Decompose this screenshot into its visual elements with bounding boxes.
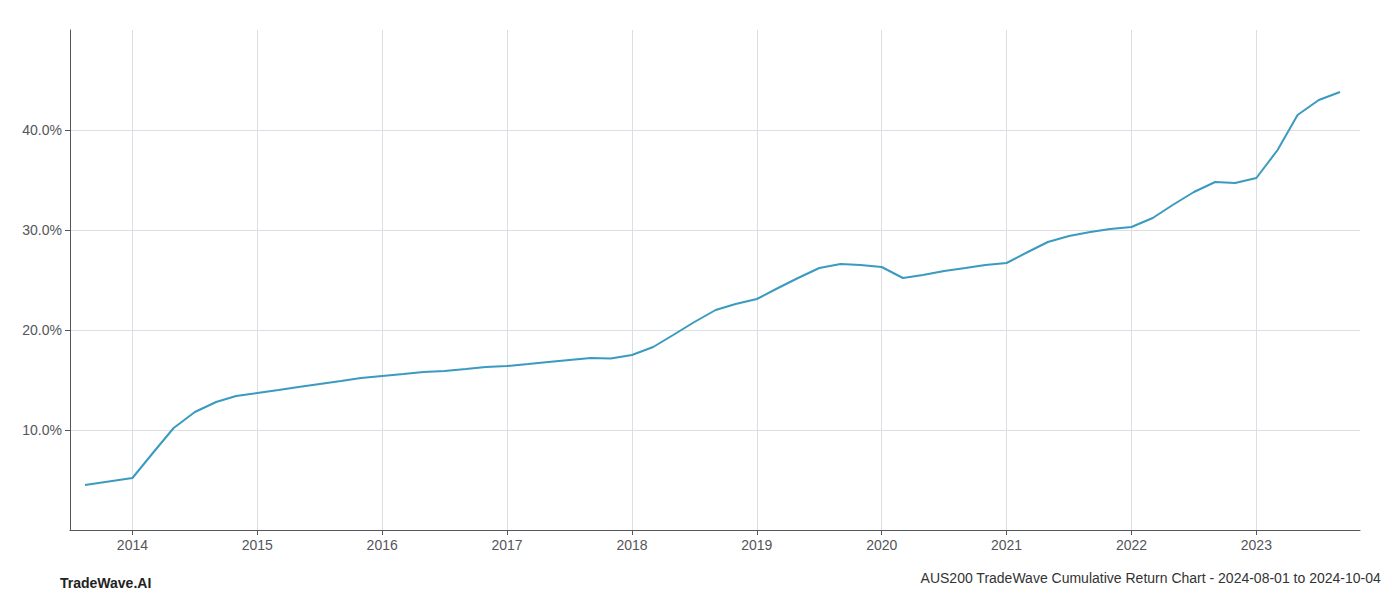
svg-text:2015: 2015 bbox=[242, 537, 273, 553]
svg-text:2016: 2016 bbox=[367, 537, 398, 553]
svg-text:30.0%: 30.0% bbox=[22, 222, 62, 238]
svg-text:2019: 2019 bbox=[741, 537, 772, 553]
svg-text:10.0%: 10.0% bbox=[22, 422, 62, 438]
svg-text:2017: 2017 bbox=[491, 537, 522, 553]
svg-text:2021: 2021 bbox=[991, 537, 1022, 553]
svg-text:2014: 2014 bbox=[117, 537, 148, 553]
svg-text:TradeWave.AI: TradeWave.AI bbox=[60, 575, 151, 591]
svg-text:20.0%: 20.0% bbox=[22, 322, 62, 338]
svg-text:2022: 2022 bbox=[1116, 537, 1147, 553]
svg-text:AUS200 TradeWave Cumulative Re: AUS200 TradeWave Cumulative Return Chart… bbox=[921, 570, 1381, 586]
svg-text:2020: 2020 bbox=[866, 537, 897, 553]
svg-text:2018: 2018 bbox=[616, 537, 647, 553]
svg-text:40.0%: 40.0% bbox=[22, 122, 62, 138]
svg-text:2023: 2023 bbox=[1241, 537, 1272, 553]
